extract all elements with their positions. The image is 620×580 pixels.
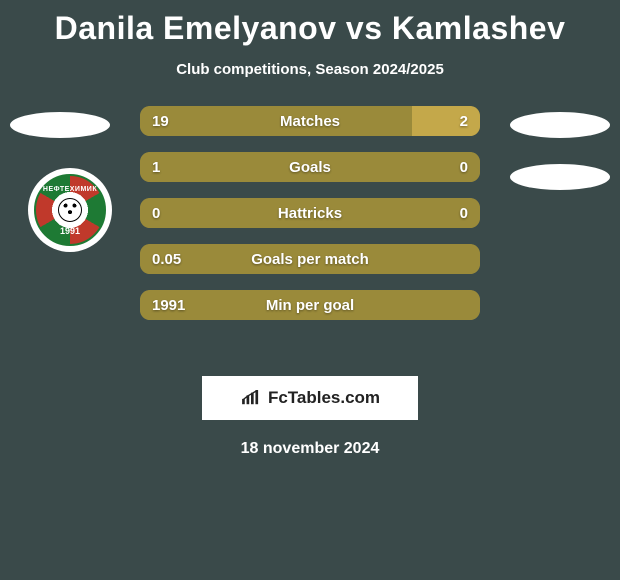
stat-label: Min per goal [140,290,480,320]
stat-value-right: 2 [460,106,468,136]
stat-value-left: 0 [152,198,160,228]
stat-rows: Matches192Goals10Hattricks00Goals per ma… [140,106,480,336]
player2-club-placeholder-icon [510,164,610,190]
brand-box[interactable]: FcTables.com [202,376,418,420]
comparison-stage: НЕФТЕХИМИК 1991 Matches192Goals10Hattric… [0,106,620,366]
date-line: 18 november 2024 [0,440,620,458]
club-badge-year: 1991 [36,226,104,236]
player1-placeholder-icon [10,112,110,138]
stat-value-right: 0 [460,198,468,228]
stat-label: Matches [140,106,480,136]
brand-text: FcTables.com [268,388,380,408]
player2-placeholder-icon [510,112,610,138]
stat-label: Goals [140,152,480,182]
bar-chart-icon [240,390,262,406]
stat-label: Goals per match [140,244,480,274]
stat-row: Min per goal1991 [140,290,480,320]
stat-value-left: 1991 [152,290,185,320]
stat-row: Goals1 0 [140,152,480,182]
player1-club-badge: НЕФТЕХИМИК 1991 [28,168,112,252]
club-badge-text: НЕФТЕХИМИК [36,186,104,193]
stat-value-right: 0 [460,152,468,182]
page-title: Danila Emelyanov vs Kamlashev [0,0,620,47]
stat-value-left: 19 [152,106,169,136]
stat-row: Hattricks0 0 [140,198,480,228]
subtitle: Club competitions, Season 2024/2025 [0,61,620,78]
club-badge-icon: НЕФТЕХИМИК 1991 [34,174,106,246]
stat-label: Hattricks [140,198,480,228]
stat-value-left: 1 [152,152,160,182]
stat-row: Goals per match0.05 [140,244,480,274]
stat-value-left: 0.05 [152,244,181,274]
stat-row: Matches19 2 [140,106,480,136]
